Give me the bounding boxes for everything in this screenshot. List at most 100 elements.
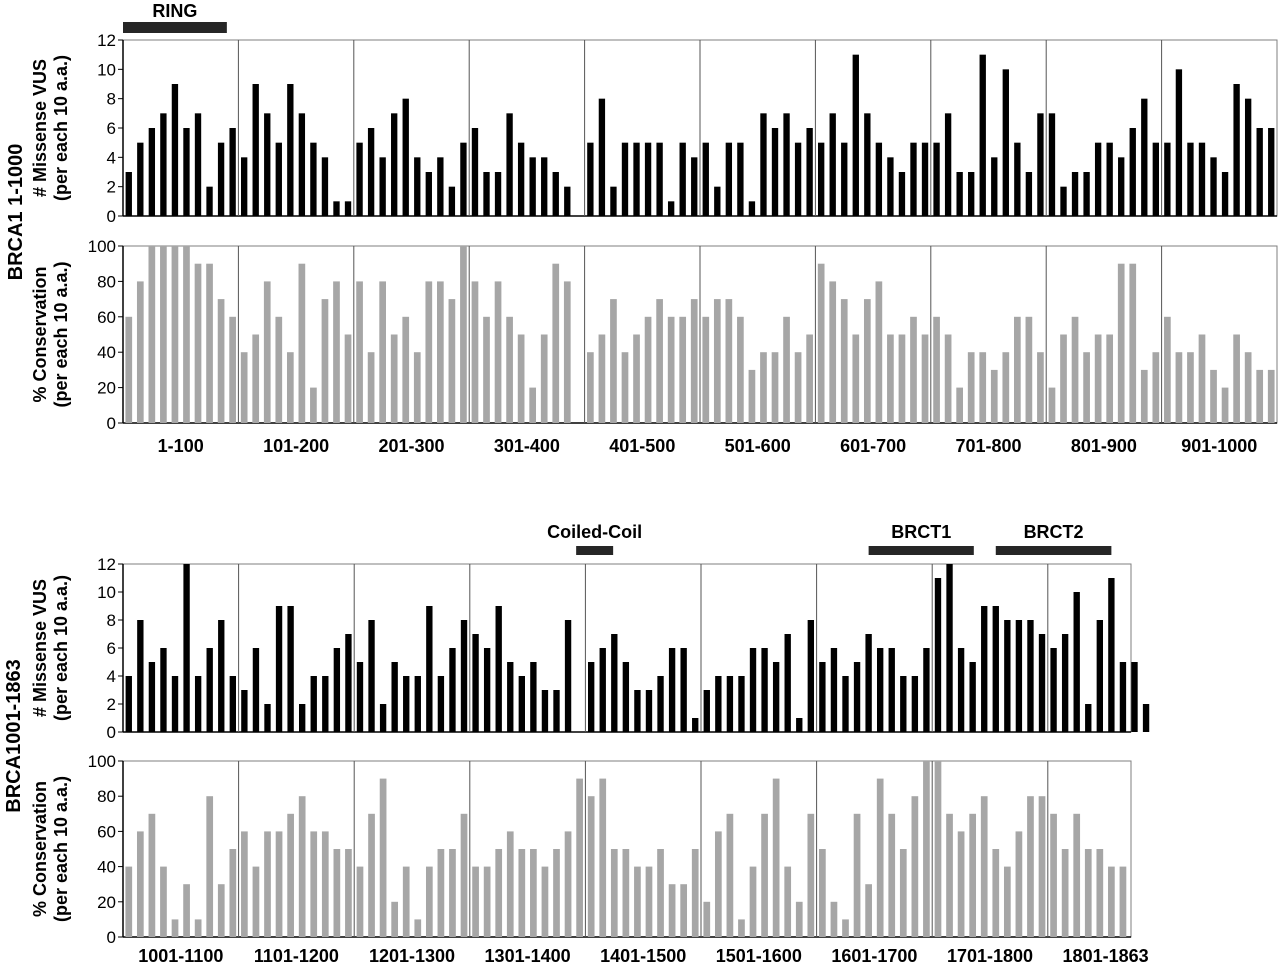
- conservation-bar: [286, 352, 294, 423]
- y-tick-label: 80: [97, 272, 116, 291]
- vus-bar: [1060, 186, 1067, 216]
- conservation-bar: [598, 334, 606, 423]
- y-tick-label: 12: [97, 31, 116, 50]
- vus-bar: [553, 690, 560, 732]
- vus-bar: [667, 201, 675, 216]
- conservation-bar: [794, 352, 802, 423]
- x-group-label: 1401-1500: [600, 946, 686, 965]
- conservation-bar: [287, 813, 294, 937]
- conservation-bar: [979, 352, 987, 423]
- conservation-bar: [1094, 334, 1102, 423]
- vus-bar: [644, 142, 652, 216]
- conservation-bar: [921, 334, 929, 423]
- vus-bar: [900, 676, 907, 732]
- vus-bar: [218, 620, 225, 732]
- vus-bar: [1152, 142, 1160, 216]
- vus-bar: [1141, 98, 1148, 216]
- conservation-bar: [771, 352, 779, 423]
- y-axis-label: # Missense VUS: [30, 579, 50, 717]
- y-tick-label: 20: [97, 893, 116, 912]
- vus-bar: [715, 676, 722, 732]
- conservation-bar: [530, 849, 537, 937]
- conservation-bar: [1050, 813, 1057, 937]
- conservation-bar: [125, 316, 133, 423]
- conservation-bar: [356, 281, 363, 423]
- conservation-bar: [1096, 849, 1104, 937]
- vus-bar: [1198, 142, 1206, 216]
- conservation-bar: [645, 866, 653, 937]
- vus-bar: [991, 157, 998, 216]
- vus-bar: [252, 648, 260, 732]
- conservation-bar: [160, 246, 167, 423]
- y-tick-label: 4: [107, 148, 116, 167]
- vus-bar: [206, 648, 213, 732]
- conservation-bar: [992, 849, 1000, 937]
- conservation-bar: [887, 334, 894, 423]
- vus-bar: [1037, 113, 1044, 216]
- conservation-bar: [449, 849, 456, 937]
- conservation-bar: [898, 334, 906, 423]
- vus-bar: [517, 142, 525, 216]
- vus-bar: [1106, 142, 1113, 216]
- vus-bar: [1164, 142, 1171, 216]
- vus-bar: [633, 142, 640, 216]
- conservation-bar: [183, 246, 190, 423]
- conservation-bar: [691, 849, 699, 937]
- vus-bar: [206, 186, 213, 216]
- conservation-bar: [587, 796, 595, 937]
- vus-bar: [864, 113, 871, 216]
- conservation-bar: [840, 299, 848, 423]
- conservation-bar: [217, 299, 225, 423]
- vus-bar: [761, 648, 768, 732]
- conservation-bar: [390, 334, 398, 423]
- x-group-label: 1601-1700: [831, 946, 917, 965]
- conservation-bar: [923, 761, 930, 937]
- x-group-label: 901-1000: [1181, 436, 1257, 456]
- y-axis-label: (per each 10 a.a.): [51, 575, 71, 721]
- vus-bar: [806, 128, 813, 216]
- conservation-bar: [1233, 334, 1240, 423]
- vus-bar: [875, 142, 883, 216]
- vus-bar: [391, 662, 398, 732]
- vus-bar: [125, 676, 132, 732]
- conservation-bar: [437, 849, 445, 937]
- vus-bar: [898, 172, 906, 216]
- vus-bar: [229, 676, 236, 732]
- vus-bar: [1004, 620, 1011, 732]
- domain-label: BRCT1: [891, 522, 951, 542]
- vus-bar: [1118, 157, 1125, 216]
- conservation-bar: [217, 884, 225, 937]
- vus-bar: [264, 704, 271, 732]
- vus-bar: [1268, 128, 1275, 216]
- y-tick-label: 100: [88, 237, 116, 256]
- vus-bar: [611, 634, 618, 732]
- conservation-bar: [1027, 796, 1034, 937]
- vus-bar: [714, 186, 721, 216]
- y-tick-label: 6: [107, 119, 116, 138]
- conservation-bar: [356, 866, 364, 937]
- vus-bar: [1175, 69, 1183, 216]
- vus-bar: [240, 157, 248, 216]
- vus-bar: [437, 157, 444, 216]
- vus-bar: [471, 128, 479, 216]
- vus-bar: [588, 662, 595, 732]
- conservation-bar: [402, 866, 410, 937]
- vus-bar: [1131, 662, 1138, 732]
- conservation-bar: [541, 866, 549, 937]
- conservation-bar: [899, 849, 907, 937]
- y-tick-label: 12: [97, 555, 116, 574]
- conservation-bar: [853, 813, 861, 937]
- conservation-bar: [817, 263, 825, 423]
- vus-bar: [391, 113, 398, 216]
- conservation-bar: [1037, 352, 1044, 423]
- y-tick-label: 8: [107, 611, 116, 630]
- conservation-bar: [333, 849, 341, 937]
- x-group-label: 1801-1863: [1063, 946, 1149, 965]
- vus-bar: [449, 648, 456, 732]
- conservation-bar: [599, 778, 607, 937]
- conservation-bar: [425, 281, 433, 423]
- conservation-bar: [494, 281, 502, 423]
- conservation-bar: [760, 352, 767, 423]
- vus-bar: [322, 676, 329, 732]
- conservation-bar: [321, 831, 329, 937]
